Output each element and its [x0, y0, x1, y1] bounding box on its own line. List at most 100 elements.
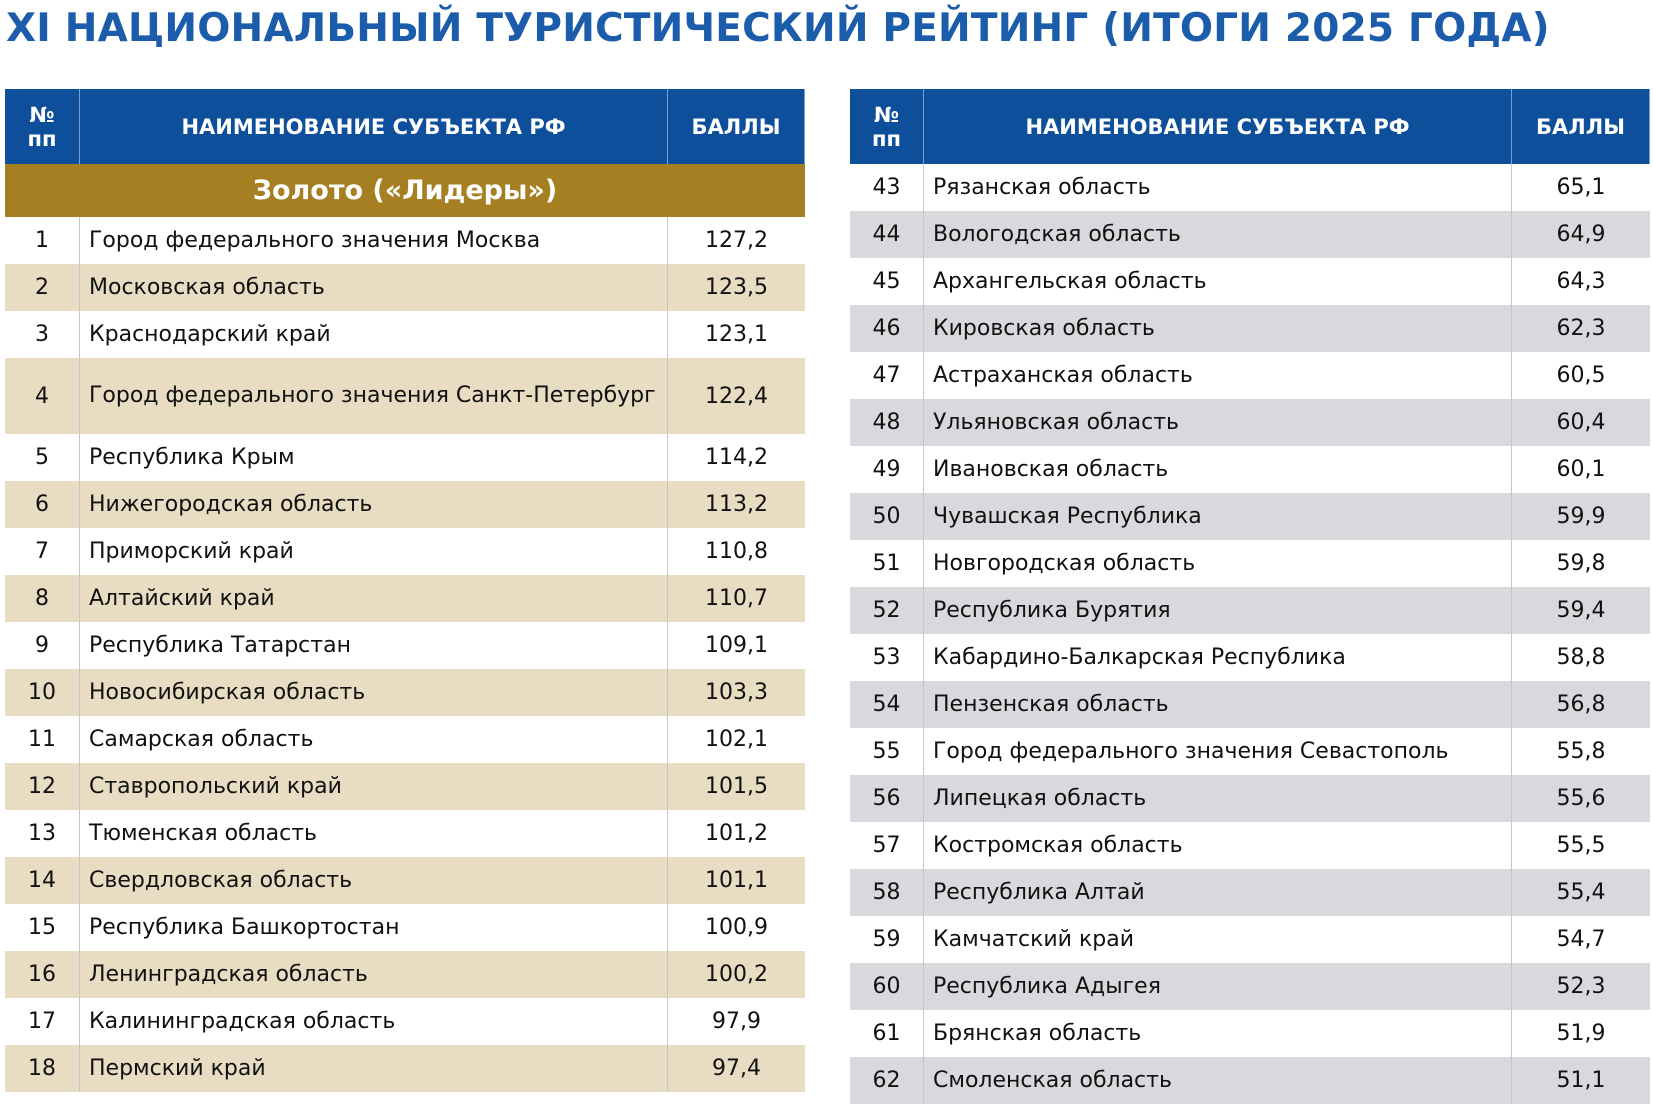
- rank: 49: [850, 446, 924, 493]
- rank: 7: [5, 528, 80, 575]
- rank: 16: [5, 951, 80, 998]
- rank: 48: [850, 399, 924, 446]
- region-name: Брянская область: [924, 1010, 1512, 1057]
- score: 113,2: [668, 481, 805, 528]
- score: 60,4: [1512, 399, 1650, 446]
- score: 101,2: [668, 810, 805, 857]
- rank: 10: [5, 669, 80, 716]
- score: 62,3: [1512, 305, 1650, 352]
- group-row: Золото («Лидеры»): [5, 164, 805, 217]
- region-name: Город федерального значения Севастополь: [924, 728, 1512, 775]
- rank: 13: [5, 810, 80, 857]
- rank: 54: [850, 681, 924, 728]
- region-name: Республика Татарстан: [80, 622, 668, 669]
- rank: 18: [5, 1045, 80, 1092]
- rank: 62: [850, 1057, 924, 1104]
- score: 56,8: [1512, 681, 1650, 728]
- score: 123,1: [668, 311, 805, 358]
- region-name: Новгородская область: [924, 540, 1512, 587]
- region-name: Пермский край: [80, 1045, 668, 1092]
- rank: 53: [850, 634, 924, 681]
- rank: 58: [850, 869, 924, 916]
- score: 103,3: [668, 669, 805, 716]
- score: 64,9: [1512, 211, 1650, 258]
- header-score: БАЛЛЫ: [1512, 89, 1650, 164]
- region-name: Рязанская область: [924, 164, 1512, 211]
- rank: 56: [850, 775, 924, 822]
- region-name: Вологодская область: [924, 211, 1512, 258]
- score: 127,2: [668, 217, 805, 264]
- score: 101,5: [668, 763, 805, 810]
- rank: 46: [850, 305, 924, 352]
- score: 123,5: [668, 264, 805, 311]
- region-name: Алтайский край: [80, 575, 668, 622]
- rank: 14: [5, 857, 80, 904]
- region-name: Липецкая область: [924, 775, 1512, 822]
- score: 110,8: [668, 528, 805, 575]
- header-name: НАИМЕНОВАНИЕ СУБЪЕКТА РФ: [80, 89, 668, 164]
- rank: 60: [850, 963, 924, 1010]
- rank: 1: [5, 217, 80, 264]
- rank: 4: [5, 358, 80, 434]
- score: 110,7: [668, 575, 805, 622]
- score: 65,1: [1512, 164, 1650, 211]
- rank: 50: [850, 493, 924, 540]
- rank: 11: [5, 716, 80, 763]
- score: 51,1: [1512, 1057, 1650, 1104]
- score: 100,2: [668, 951, 805, 998]
- region-name: Республика Адыгея: [924, 963, 1512, 1010]
- score: 114,2: [668, 434, 805, 481]
- region-name: Кабардино-Балкарская Республика: [924, 634, 1512, 681]
- rank: 15: [5, 904, 80, 951]
- score: 51,9: [1512, 1010, 1650, 1057]
- rank: 3: [5, 311, 80, 358]
- header-name: НАИМЕНОВАНИЕ СУБЪЕКТА РФ: [924, 89, 1512, 164]
- score: 59,4: [1512, 587, 1650, 634]
- region-name: Калининградская область: [80, 998, 668, 1045]
- region-name: Архангельская область: [924, 258, 1512, 305]
- score: 60,1: [1512, 446, 1650, 493]
- rank: 59: [850, 916, 924, 963]
- score: 55,5: [1512, 822, 1650, 869]
- rank: 5: [5, 434, 80, 481]
- region-name: Кировская область: [924, 305, 1512, 352]
- region-name: Краснодарский край: [80, 311, 668, 358]
- score: 59,9: [1512, 493, 1650, 540]
- rank: 6: [5, 481, 80, 528]
- region-name: Город федерального значения Санкт-Петерб…: [80, 358, 668, 434]
- region-name: Тюменская область: [80, 810, 668, 857]
- header-number: № пп: [5, 89, 80, 164]
- header-number: № пп: [850, 89, 924, 164]
- region-name: Чувашская Республика: [924, 493, 1512, 540]
- rank: 55: [850, 728, 924, 775]
- score: 101,1: [668, 857, 805, 904]
- region-name: Ленинградская область: [80, 951, 668, 998]
- rank: 8: [5, 575, 80, 622]
- score: 55,4: [1512, 869, 1650, 916]
- rank: 43: [850, 164, 924, 211]
- score: 100,9: [668, 904, 805, 951]
- region-name: Костромская область: [924, 822, 1512, 869]
- page-title: XI НАЦИОНАЛЬНЫЙ ТУРИСТИЧЕСКИЙ РЕЙТИНГ (И…: [6, 6, 1550, 51]
- rank: 2: [5, 264, 80, 311]
- score: 64,3: [1512, 258, 1650, 305]
- score: 102,1: [668, 716, 805, 763]
- score: 59,8: [1512, 540, 1650, 587]
- rank: 61: [850, 1010, 924, 1057]
- score: 55,8: [1512, 728, 1650, 775]
- header-score: БАЛЛЫ: [668, 89, 805, 164]
- region-name: Республика Крым: [80, 434, 668, 481]
- region-name: Московская область: [80, 264, 668, 311]
- region-name: Новосибирская область: [80, 669, 668, 716]
- rank: 57: [850, 822, 924, 869]
- region-name: Республика Алтай: [924, 869, 1512, 916]
- score: 122,4: [668, 358, 805, 434]
- score: 109,1: [668, 622, 805, 669]
- score: 60,5: [1512, 352, 1650, 399]
- region-name: Республика Бурятия: [924, 587, 1512, 634]
- region-name: Астраханская область: [924, 352, 1512, 399]
- region-name: Приморский край: [80, 528, 668, 575]
- region-name: Ульяновская область: [924, 399, 1512, 446]
- rank: 47: [850, 352, 924, 399]
- rank: 12: [5, 763, 80, 810]
